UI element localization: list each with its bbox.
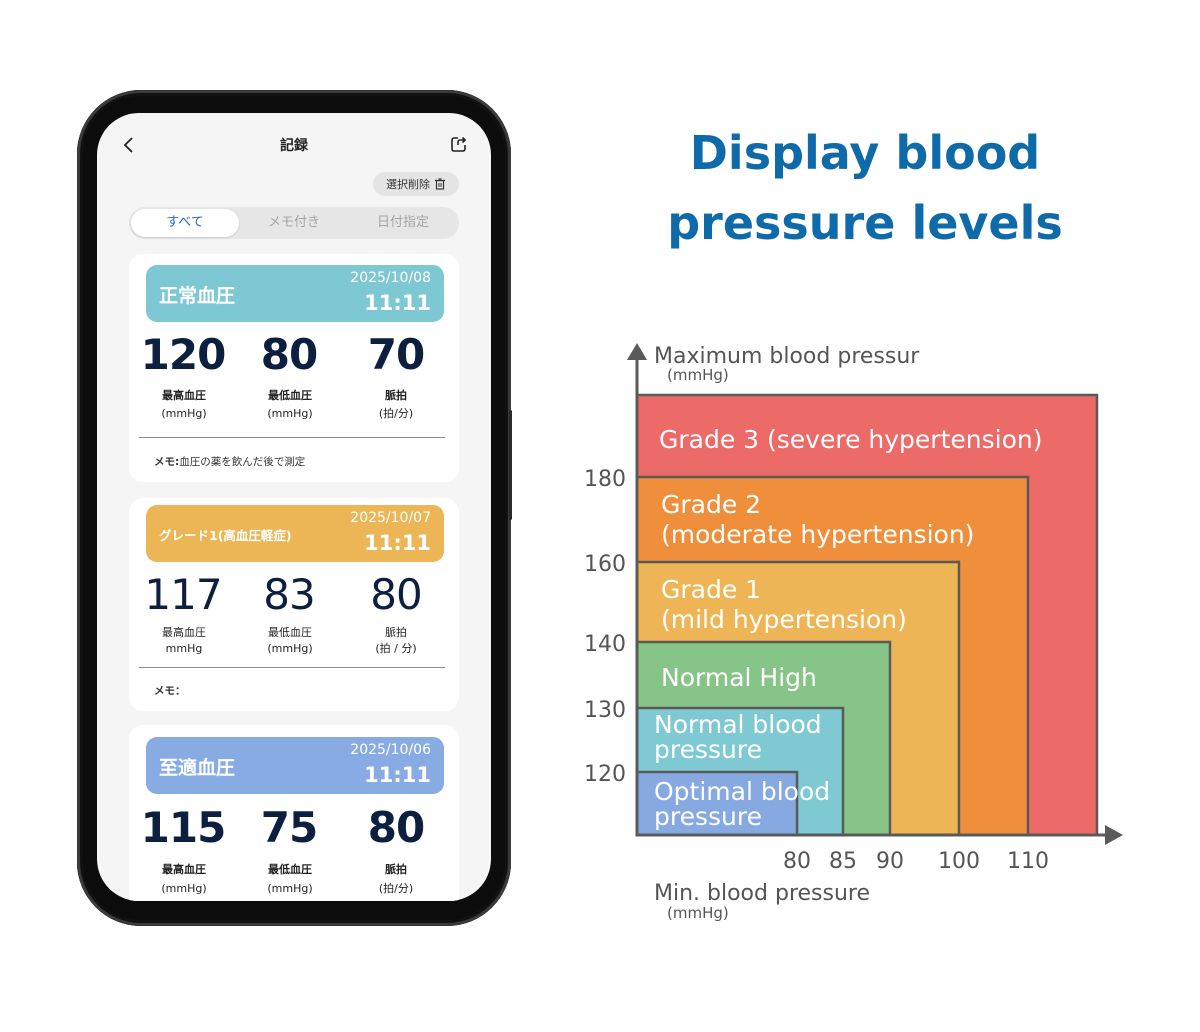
pulse-label: 脈拍 bbox=[385, 863, 407, 876]
page-title: 記録 bbox=[280, 138, 308, 154]
x-tick-label: 80 bbox=[783, 849, 811, 874]
y-tick-label: 120 bbox=[584, 762, 626, 787]
diastolic-label: 最低血圧 bbox=[268, 389, 312, 402]
back-chevron-icon[interactable] bbox=[119, 135, 139, 155]
systolic-value: 115 bbox=[140, 803, 227, 852]
systolic-unit: mmHg bbox=[165, 642, 203, 655]
pulse-unit: (拍/分) bbox=[378, 882, 414, 895]
diastolic-value: 83 bbox=[263, 570, 315, 619]
pulse-label: 脈拍 bbox=[385, 389, 407, 402]
pulse-value: 80 bbox=[367, 803, 425, 852]
category-band: グレード1(高血圧軽症) 2025/10/07 11:11 bbox=[146, 505, 444, 562]
diastolic-unit: (mmHg) bbox=[267, 882, 313, 895]
category-label-grade2: (moderate hypertension) bbox=[661, 520, 974, 549]
diastolic-value: 75 bbox=[260, 803, 318, 852]
diastolic-unit: (mmHg) bbox=[267, 407, 313, 420]
category-label: 至適血圧 bbox=[159, 757, 236, 779]
category-label-optimal: pressure bbox=[654, 802, 762, 831]
record-time: 11:11 bbox=[364, 763, 431, 787]
pulse-label: 脈拍 bbox=[385, 626, 407, 639]
memo-label: メモ： bbox=[154, 685, 186, 697]
record-time: 11:11 bbox=[364, 291, 431, 315]
phone-screen: 記録 選択削除 すべて メモ付き 日付指定 正常血圧 2025/10/08 11… bbox=[97, 113, 491, 901]
headline: Display blood pressure levels bbox=[620, 118, 1110, 258]
record-date: 2025/10/06 bbox=[350, 742, 431, 758]
memo: メモ： bbox=[154, 683, 186, 698]
share-icon[interactable] bbox=[449, 134, 469, 154]
pulse-unit: (拍/分) bbox=[378, 407, 414, 420]
category-label-normal-high: Normal High bbox=[661, 663, 817, 692]
category-label-grade2: Grade 2 bbox=[661, 490, 761, 519]
tab-date-specified[interactable]: 日付指定 bbox=[376, 215, 429, 230]
y-tick-label: 140 bbox=[584, 632, 626, 657]
y-tick-label: 130 bbox=[584, 698, 626, 723]
headline-line-2: pressure levels bbox=[667, 196, 1063, 250]
category-box-optimal bbox=[635, 770, 799, 837]
record-card[interactable]: 至適血圧 2025/10/06 11:11 115 75 80 最高血圧 最低血… bbox=[129, 725, 459, 901]
top-bar: 記録 bbox=[97, 113, 491, 173]
x-tick-label: 90 bbox=[876, 849, 904, 874]
divider bbox=[139, 437, 445, 438]
systolic-value: 120 bbox=[140, 330, 227, 379]
systolic-unit: (mmHg) bbox=[161, 882, 207, 895]
category-label-normal: Normal blood bbox=[654, 710, 822, 739]
delete-selected-button[interactable]: 選択削除 bbox=[373, 172, 459, 196]
record-card[interactable]: グレード1(高血圧軽症) 2025/10/07 11:11 117 83 80 … bbox=[129, 498, 459, 711]
systolic-value: 117 bbox=[144, 570, 222, 619]
x-axis-unit: (mmHg) bbox=[667, 904, 729, 922]
category-band: 至適血圧 2025/10/06 11:11 bbox=[146, 737, 444, 794]
memo: メモ:血圧の薬を飲んだ後で測定 bbox=[154, 454, 305, 469]
headline-line-1: Display blood bbox=[689, 126, 1041, 180]
category-label-grade3: Grade 3 (severe hypertension) bbox=[659, 425, 1042, 454]
systolic-label: 最高血圧 bbox=[162, 626, 206, 639]
memo-label: メモ: bbox=[154, 456, 180, 468]
divider bbox=[139, 667, 445, 668]
category-label-normal: pressure bbox=[654, 735, 762, 764]
x-tick-label: 85 bbox=[829, 849, 857, 874]
x-tick-label: 100 bbox=[938, 849, 980, 874]
filter-tabs: すべて メモ付き 日付指定 bbox=[129, 207, 459, 239]
y-axis-arrow-icon bbox=[627, 343, 647, 360]
trash-icon bbox=[435, 178, 445, 190]
y-tick-label: 180 bbox=[584, 467, 626, 492]
memo-text: 血圧の薬を飲んだ後で測定 bbox=[179, 456, 306, 468]
category-label-grade1: Grade 1 bbox=[661, 575, 761, 604]
x-axis-arrow-icon bbox=[1105, 825, 1123, 845]
delete-selected-label: 選択削除 bbox=[386, 178, 430, 191]
pulse-value: 70 bbox=[367, 330, 425, 379]
diastolic-label: 最低血圧 bbox=[268, 863, 312, 876]
systolic-unit: (mmHg) bbox=[161, 407, 207, 420]
record-time: 11:11 bbox=[364, 531, 431, 555]
systolic-label: 最高血圧 bbox=[162, 863, 206, 876]
pulse-value: 80 bbox=[370, 570, 422, 619]
tab-all[interactable]: すべて bbox=[131, 209, 239, 237]
diastolic-unit: (mmHg) bbox=[267, 642, 313, 655]
pulse-unit: (拍 / 分) bbox=[375, 642, 417, 655]
bp-classification-chart: Grade 3 (severe hypertension) Grade 2(mod… bbox=[584, 343, 1123, 922]
phone-side-button bbox=[509, 410, 512, 520]
record-date: 2025/10/07 bbox=[350, 510, 431, 526]
category-label: グレード1(高血圧軽症) bbox=[159, 528, 292, 543]
record-date: 2025/10/08 bbox=[350, 270, 431, 286]
y-axis-label: Maximum blood pressur bbox=[654, 344, 920, 369]
category-label-grade1: (mild hypertension) bbox=[661, 605, 907, 634]
diastolic-label: 最低血圧 bbox=[268, 626, 312, 639]
y-axis-unit: (mmHg) bbox=[667, 366, 729, 384]
x-tick-label: 110 bbox=[1007, 849, 1049, 874]
x-axis-label: Min. blood pressure bbox=[654, 881, 870, 906]
category-label-optimal: Optimal blood bbox=[654, 777, 830, 806]
systolic-label: 最高血圧 bbox=[162, 389, 206, 402]
record-card[interactable]: 正常血圧 2025/10/08 11:11 120 80 70 最高血圧 最低血… bbox=[129, 254, 459, 482]
y-tick-label: 160 bbox=[584, 552, 626, 577]
category-label: 正常血圧 bbox=[159, 285, 236, 307]
diastolic-value: 80 bbox=[260, 330, 318, 379]
tab-with-memo[interactable]: メモ付き bbox=[267, 215, 320, 230]
category-band: 正常血圧 2025/10/08 11:11 bbox=[146, 265, 444, 322]
